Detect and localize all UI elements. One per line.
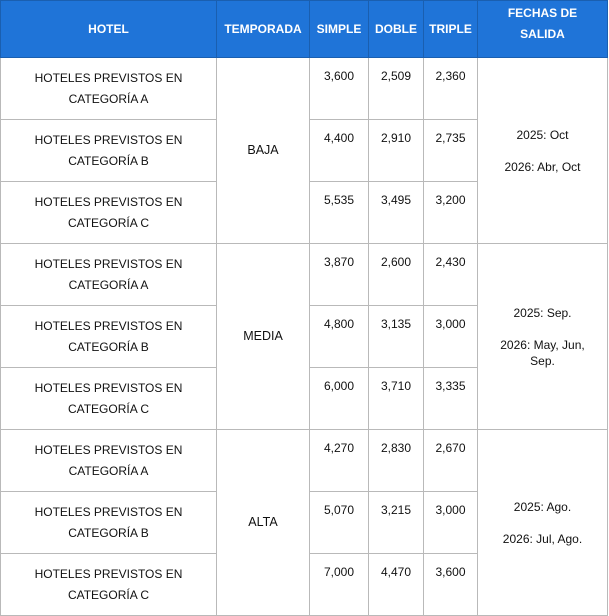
- hotel-cell: HOTELES PREVISTOS EN CATEGORÍA B: [0, 305, 217, 368]
- doble-price: 3,215: [368, 491, 424, 554]
- triple-price: 2,430: [423, 243, 478, 306]
- hotel-cell: HOTELES PREVISTOS EN CATEGORÍA A: [0, 243, 217, 306]
- header-row: HOTEL TEMPORADA SIMPLE DOBLE TRIPLE FECH…: [0, 0, 608, 58]
- departure-dates-alta: 2025: Ago. 2026: Jul, Ago.: [477, 429, 608, 616]
- doble-price: 4,470: [368, 553, 424, 616]
- simple-price: 5,535: [309, 181, 369, 244]
- simple-price: 7,000: [309, 553, 369, 616]
- simple-price: 4,800: [309, 305, 369, 368]
- header-temporada: TEMPORADA: [216, 0, 310, 58]
- doble-price: 3,135: [368, 305, 424, 368]
- header-triple: TRIPLE: [423, 0, 478, 58]
- hotel-cell: HOTELES PREVISTOS EN CATEGORÍA B: [0, 119, 217, 182]
- season-cell-baja: BAJA: [216, 57, 310, 244]
- triple-price: 3,200: [423, 181, 478, 244]
- departure-dates-media: 2025: Sep. 2026: May, Jun, Sep.: [477, 243, 608, 430]
- doble-price: 2,830: [368, 429, 424, 492]
- hotel-cell: HOTELES PREVISTOS EN CATEGORÍA C: [0, 181, 217, 244]
- table-row: HOTELES PREVISTOS EN CATEGORÍA B 5,070 3,…: [0, 491, 608, 554]
- simple-price: 3,870: [309, 243, 369, 306]
- doble-price: 2,600: [368, 243, 424, 306]
- table-row: HOTELES PREVISTOS EN CATEGORÍA A MEDIA 3,…: [0, 243, 608, 430]
- table-row: HOTELES PREVISTOS EN CATEGORÍA C 6,000 3,…: [0, 367, 608, 430]
- doble-price: 2,509: [368, 57, 424, 120]
- hotel-cell: HOTELES PREVISTOS EN CATEGORÍA C: [0, 367, 217, 430]
- triple-price: 2,360: [423, 57, 478, 120]
- simple-price: 3,600: [309, 57, 369, 120]
- triple-price: 2,670: [423, 429, 478, 492]
- table-row: HOTELES PREVISTOS EN CATEGORÍA B 4,400 2,…: [0, 119, 608, 182]
- season-cell-media: MEDIA: [216, 243, 310, 430]
- triple-price: 3,000: [423, 305, 478, 368]
- triple-price: 3,600: [423, 553, 478, 616]
- departure-dates-baja: 2025: Oct 2026: Abr, Oct: [477, 57, 608, 244]
- doble-price: 3,495: [368, 181, 424, 244]
- table-body: HOTELES PREVISTOS EN CATEGORÍA A BAJA 3,6…: [0, 57, 608, 616]
- header-simple: SIMPLE: [309, 0, 369, 58]
- header-fechas-line1: FECHAS DE: [507, 6, 578, 20]
- table-row: HOTELES PREVISTOS EN CATEGORÍA C 5,535 3,…: [0, 181, 608, 244]
- simple-price: 4,270: [309, 429, 369, 492]
- header-fechas-de-salida: FECHAS DE SALIDA: [477, 0, 608, 58]
- header-doble: DOBLE: [368, 0, 424, 58]
- table-row: HOTELES PREVISTOS EN CATEGORÍA A ALTA 4,2…: [0, 429, 608, 616]
- header-hotel: HOTEL: [0, 0, 217, 58]
- triple-price: 3,335: [423, 367, 478, 430]
- doble-price: 2,910: [368, 119, 424, 182]
- simple-price: 6,000: [309, 367, 369, 430]
- season-cell-alta: ALTA: [216, 429, 310, 616]
- doble-price: 3,710: [368, 367, 424, 430]
- hotel-cell: HOTELES PREVISTOS EN CATEGORÍA C: [0, 553, 217, 616]
- hotel-cell: HOTELES PREVISTOS EN CATEGORÍA B: [0, 491, 217, 554]
- table-row: HOTELES PREVISTOS EN CATEGORÍA B 4,800 3,…: [0, 305, 608, 368]
- simple-price: 4,400: [309, 119, 369, 182]
- hotel-cell: HOTELES PREVISTOS EN CATEGORÍA A: [0, 57, 217, 120]
- simple-price: 5,070: [309, 491, 369, 554]
- header-fechas-line2: SALIDA: [520, 27, 565, 41]
- triple-price: 2,735: [423, 119, 478, 182]
- hotel-cell: HOTELES PREVISTOS EN CATEGORÍA A: [0, 429, 217, 492]
- triple-price: 3,000: [423, 491, 478, 554]
- table-row: HOTELES PREVISTOS EN CATEGORÍA A BAJA 3,6…: [0, 57, 608, 244]
